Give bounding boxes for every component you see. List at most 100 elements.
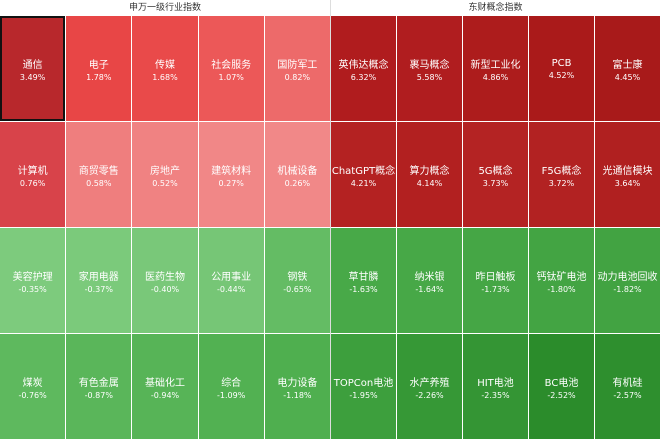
heatmap-cell[interactable]: 房地产 0.52% xyxy=(132,122,198,227)
heatmap-cell[interactable]: 英伟达概念 6.32% xyxy=(331,16,396,121)
cell-name: 电子 xyxy=(88,59,109,71)
heatmap-cell[interactable]: ChatGPT概念 4.21% xyxy=(331,122,396,227)
heatmap-cell[interactable]: 电子 1.78% xyxy=(66,16,132,121)
cell-change: -0.65% xyxy=(283,284,312,294)
cell-name: 裹马概念 xyxy=(409,59,450,71)
cell-name: 家用电器 xyxy=(78,271,119,283)
heatmap-cell[interactable]: 公用事业 -0.44% xyxy=(198,228,264,333)
heatmap-cell[interactable]: 传媒 1.68% xyxy=(132,16,198,121)
cell-change: -0.94% xyxy=(150,390,180,400)
heatmap-cell[interactable]: 国防军工 0.82% xyxy=(264,16,330,121)
cell-name: TOPCon电池 xyxy=(333,377,394,389)
cell-change: -0.35% xyxy=(18,284,47,294)
heatmap-cell[interactable]: 家用电器 -0.37% xyxy=(66,228,132,333)
cell-name: 煤炭 xyxy=(22,377,43,389)
cell-name: HIT电池 xyxy=(477,377,514,389)
heatmap-cell[interactable]: 建筑材料 0.27% xyxy=(198,122,264,227)
heatmap-cell[interactable]: 有机硅 -2.57% xyxy=(595,334,660,439)
heatmap-cell[interactable]: 算力概念 4.14% xyxy=(397,122,462,227)
cell-change: -1.95% xyxy=(349,390,378,400)
cell-name: 商贸零售 xyxy=(78,165,119,177)
cell-name: 医药生物 xyxy=(144,271,185,283)
cell-name: 基础化工 xyxy=(144,377,185,389)
heatmap-cell[interactable]: 光通信模块 3.64% xyxy=(595,122,660,227)
heatmap-cell[interactable]: 昨日触板 -1.73% xyxy=(463,228,528,333)
cell-change: 4.52% xyxy=(548,70,575,80)
cell-change: -2.57% xyxy=(613,390,642,400)
cell-name: 富士康 xyxy=(612,59,643,71)
heatmap-cell[interactable]: 电力设备 -1.18% xyxy=(264,334,330,439)
cell-name: 纳米银 xyxy=(414,271,445,283)
cell-change: -2.26% xyxy=(415,390,444,400)
panel-title: 东财概念指数 xyxy=(468,3,523,13)
heatmap-cell[interactable]: 裹马概念 5.58% xyxy=(397,16,462,121)
cell-name: 水产养殖 xyxy=(409,377,450,389)
cell-change: 1.78% xyxy=(86,72,112,82)
cell-name: 钙钛矿电池 xyxy=(536,271,587,283)
heatmap-cell[interactable]: 美容护理 -0.35% xyxy=(0,228,66,333)
cell-name: ChatGPT概念 xyxy=(331,165,396,177)
cell-name: 国防军工 xyxy=(277,59,318,71)
cell-name: 有机硅 xyxy=(612,377,643,389)
cell-change: 4.21% xyxy=(350,178,377,188)
cell-name: 公用事业 xyxy=(211,271,252,283)
heatmap-cell[interactable]: HIT电池 -2.35% xyxy=(463,334,528,439)
heatmap-cell[interactable]: 草甘膦 -1.63% xyxy=(331,228,396,333)
heatmap-cell[interactable]: 综合 -1.09% xyxy=(198,334,264,439)
cell-change: -1.73% xyxy=(481,284,510,294)
heatmap-cell[interactable]: 社会服务 1.07% xyxy=(198,16,264,121)
cell-change: 3.64% xyxy=(614,178,641,188)
cell-change: 6.32% xyxy=(350,72,377,82)
cell-name: 算力概念 xyxy=(409,165,450,177)
cell-change: 1.07% xyxy=(218,72,244,82)
cell-change: 0.58% xyxy=(86,178,112,188)
heatmap-cell[interactable]: 计算机 0.76% xyxy=(0,122,66,227)
heatmap-grid: 通信 3.49% 电子 1.78% 传媒 1.68% 社会服务 1.07% 国防军工 0.82% 计… xyxy=(0,16,330,439)
cell-change: 0.26% xyxy=(284,178,311,188)
heatmap-cell[interactable]: 通信 3.49% xyxy=(0,16,66,121)
cell-change: 0.27% xyxy=(218,178,244,188)
cell-change: -0.37% xyxy=(84,284,113,294)
cell-change: 4.86% xyxy=(482,72,509,82)
heatmap-cell[interactable]: 医药生物 -0.40% xyxy=(132,228,198,333)
heatmap-cell[interactable]: 商贸零售 0.58% xyxy=(66,122,132,227)
heatmap-cell[interactable]: 动力电池回收 -1.82% xyxy=(595,228,660,333)
heatmap-cell[interactable]: 机械设备 0.26% xyxy=(264,122,330,227)
heatmap-cell[interactable]: 煤炭 -0.76% xyxy=(0,334,66,439)
cell-name: 动力电池回收 xyxy=(597,271,658,283)
cell-name: 美容护理 xyxy=(12,271,53,283)
cell-name: 草甘膦 xyxy=(348,271,379,283)
heatmap-cell[interactable]: 富士康 4.45% xyxy=(595,16,660,121)
panel: 东财概念指数 英伟达概念 6.32% 裹马概念 5.58% 新型工业化 4.86% PCB 4.… xyxy=(330,0,660,439)
cell-name: PCB xyxy=(551,57,572,69)
heatmap-cell[interactable]: TOPCon电池 -1.95% xyxy=(331,334,396,439)
heatmap-cell[interactable]: 钢铁 -0.65% xyxy=(264,228,330,333)
cell-name: 英伟达概念 xyxy=(338,59,389,71)
cell-name: 有色金属 xyxy=(78,377,119,389)
heatmap-cell[interactable]: 纳米银 -1.64% xyxy=(397,228,462,333)
cell-name: 昨日触板 xyxy=(475,271,516,283)
cell-change: 5.58% xyxy=(416,72,443,82)
cell-change: 4.45% xyxy=(614,72,641,82)
cell-change: -0.44% xyxy=(217,284,246,294)
cell-change: 4.14% xyxy=(416,178,443,188)
cell-name: 计算机 xyxy=(17,165,48,177)
cell-change: -1.82% xyxy=(613,284,642,294)
heatmap-cell[interactable]: 基础化工 -0.94% xyxy=(132,334,198,439)
heatmap-cell[interactable]: PCB 4.52% xyxy=(529,16,594,121)
heatmap-cell[interactable]: BC电池 -2.52% xyxy=(529,334,594,439)
cell-change: -2.52% xyxy=(547,390,576,400)
heatmap-cell[interactable]: 5G概念 3.73% xyxy=(463,122,528,227)
heatmap-cell[interactable]: 新型工业化 4.86% xyxy=(463,16,528,121)
cell-name: 新型工业化 xyxy=(470,59,521,71)
heatmap-cell[interactable]: F5G概念 3.72% xyxy=(529,122,594,227)
heatmap-cell[interactable]: 钙钛矿电池 -1.80% xyxy=(529,228,594,333)
cell-name: 社会服务 xyxy=(211,59,252,71)
cell-name: 5G概念 xyxy=(478,165,513,177)
heatmap-grid: 英伟达概念 6.32% 裹马概念 5.58% 新型工业化 4.86% PCB 4.52% 富士康… xyxy=(331,16,660,439)
cell-change: -1.18% xyxy=(283,390,312,400)
heatmap-cell[interactable]: 水产养殖 -2.26% xyxy=(397,334,462,439)
heatmap-cell[interactable]: 有色金属 -0.87% xyxy=(66,334,132,439)
cell-change: 0.52% xyxy=(152,178,178,188)
